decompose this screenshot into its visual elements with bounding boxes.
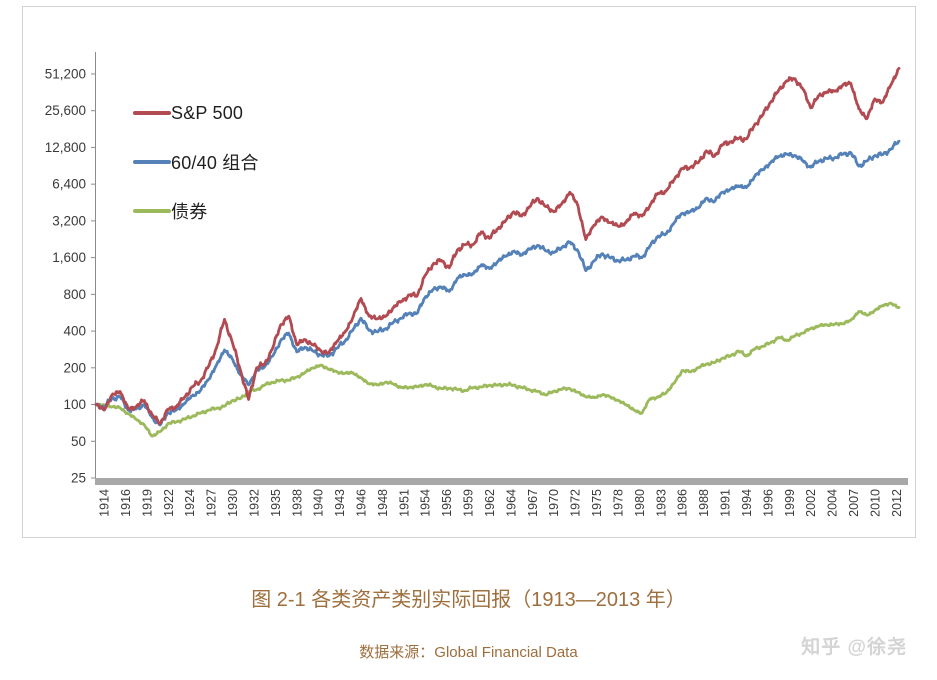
svg-text:1914: 1914 xyxy=(98,489,112,517)
svg-text:1938: 1938 xyxy=(290,489,304,517)
svg-text:1964: 1964 xyxy=(504,489,518,517)
svg-text:1980: 1980 xyxy=(633,489,647,517)
svg-text:1991: 1991 xyxy=(719,489,733,517)
svg-text:1946: 1946 xyxy=(354,489,368,517)
svg-text:1994: 1994 xyxy=(740,489,754,517)
svg-text:25: 25 xyxy=(71,471,86,486)
svg-text:1983: 1983 xyxy=(654,489,668,517)
svg-text:1935: 1935 xyxy=(269,489,283,517)
svg-text:100: 100 xyxy=(63,397,86,412)
svg-text:2002: 2002 xyxy=(804,489,818,517)
svg-text:1930: 1930 xyxy=(226,489,240,517)
bonds-line-swatch xyxy=(133,209,171,213)
legend-label-6040: 60/40 组合 xyxy=(171,153,259,173)
svg-text:2012: 2012 xyxy=(890,489,904,517)
svg-text:1975: 1975 xyxy=(590,489,604,517)
svg-text:1932: 1932 xyxy=(247,489,261,517)
svg-text:1988: 1988 xyxy=(697,489,711,517)
zhihu-watermark: 知乎 @徐尧 xyxy=(801,637,907,658)
svg-text:6,400: 6,400 xyxy=(52,177,86,192)
svg-text:200: 200 xyxy=(63,360,86,375)
svg-text:1948: 1948 xyxy=(376,489,390,517)
legend-item-6040: 60/40 组合 xyxy=(133,150,259,174)
svg-text:1999: 1999 xyxy=(783,489,797,517)
svg-text:800: 800 xyxy=(63,287,86,302)
chart-legend: S&P 500 60/40 组合 债券 xyxy=(133,101,259,223)
svg-text:1978: 1978 xyxy=(611,489,625,517)
svg-text:1996: 1996 xyxy=(761,489,775,517)
svg-text:1959: 1959 xyxy=(462,489,476,517)
svg-text:2010: 2010 xyxy=(868,489,882,517)
legend-item-bonds: 债券 xyxy=(133,199,259,223)
svg-text:1954: 1954 xyxy=(419,489,433,517)
legend-label-bonds: 债券 xyxy=(171,202,208,222)
svg-text:2007: 2007 xyxy=(847,489,861,517)
svg-text:1962: 1962 xyxy=(483,489,497,517)
sp500-line-swatch xyxy=(133,111,171,115)
svg-text:12,800: 12,800 xyxy=(45,140,86,155)
svg-text:1927: 1927 xyxy=(205,489,219,517)
svg-text:1922: 1922 xyxy=(162,489,176,517)
svg-text:1924: 1924 xyxy=(183,489,197,517)
svg-text:1919: 1919 xyxy=(140,489,154,517)
svg-text:1967: 1967 xyxy=(526,489,540,517)
chart-canvas: 25 50 100 200 400 800 1,600 3,200 6,400 12,800 25,… xyxy=(22,6,916,538)
svg-text:50: 50 xyxy=(71,434,86,449)
legend-label-sp500: S&P 500 xyxy=(171,102,244,123)
svg-text:1916: 1916 xyxy=(119,489,133,517)
svg-text:400: 400 xyxy=(63,324,86,339)
svg-text:25,600: 25,600 xyxy=(45,103,86,118)
svg-text:1951: 1951 xyxy=(397,489,411,517)
legend-item-sp500: S&P 500 xyxy=(133,101,259,125)
svg-text:3,200: 3,200 xyxy=(52,213,86,228)
svg-text:1972: 1972 xyxy=(569,489,583,517)
svg-text:2004: 2004 xyxy=(826,489,840,517)
svg-text:1943: 1943 xyxy=(333,489,347,517)
svg-text:1940: 1940 xyxy=(312,489,326,517)
svg-text:1,600: 1,600 xyxy=(52,250,86,265)
svg-text:51,200: 51,200 xyxy=(45,66,86,81)
figure-caption: 图 2-1 各类资产类别实际回报（1913—2013 年） xyxy=(251,589,686,611)
portfolio6040-line-swatch xyxy=(133,160,171,164)
svg-text:1956: 1956 xyxy=(440,489,454,517)
svg-text:1970: 1970 xyxy=(547,489,561,517)
svg-text:1986: 1986 xyxy=(676,489,690,517)
data-source-label: 数据来源：Global Financial Data xyxy=(359,644,578,661)
